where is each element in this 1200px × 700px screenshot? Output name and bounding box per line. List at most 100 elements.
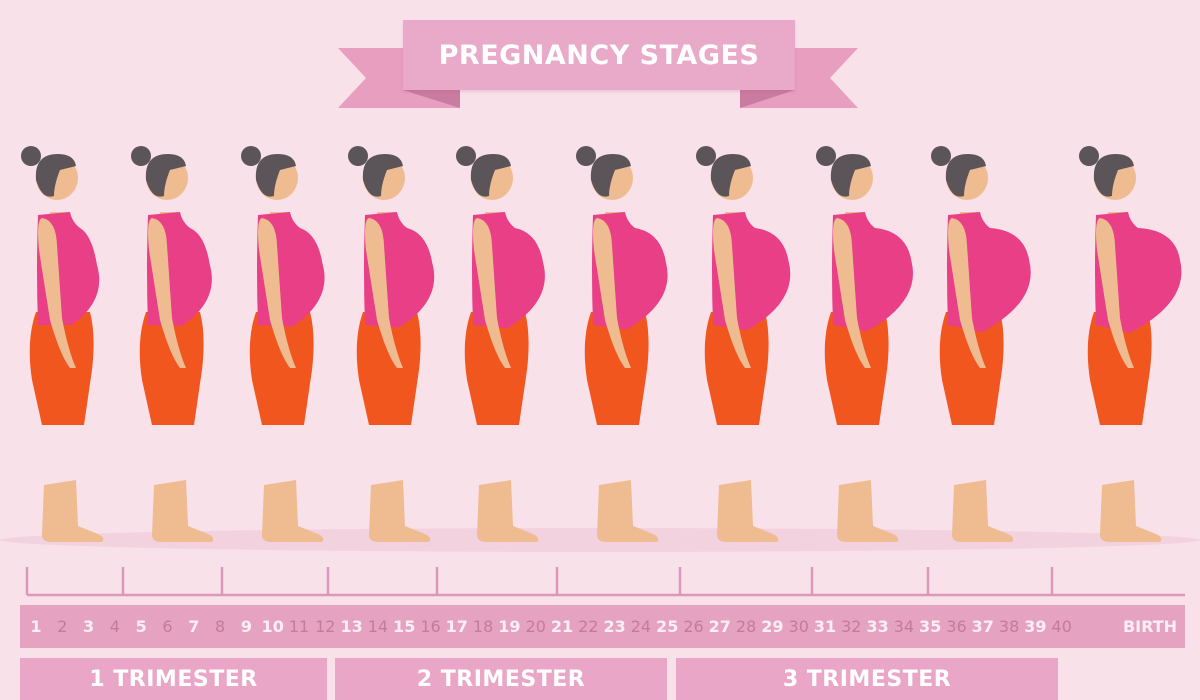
trimester-2: 2 TRIMESTER (335, 658, 667, 700)
week-27: 27 (708, 617, 731, 636)
timeline-ruler (25, 567, 1185, 597)
shorts (704, 312, 769, 425)
pregnant-woman-figure (241, 146, 325, 542)
week-9: 9 (240, 617, 252, 636)
page-title: PREGNANCY STAGES (403, 20, 795, 90)
hair-bun (816, 146, 836, 166)
week-3: 3 (83, 617, 95, 636)
week-15: 15 (393, 617, 416, 636)
hair-bun (456, 146, 476, 166)
week-2: 2 (57, 617, 68, 636)
hair (945, 154, 986, 197)
hair-bun (696, 146, 716, 166)
legs (369, 480, 431, 542)
week-23: 23 (603, 617, 626, 636)
shorts (29, 312, 94, 425)
shorts (464, 312, 529, 425)
hair (710, 154, 751, 197)
birth-label: BIRTH (1122, 617, 1178, 636)
shorts (584, 312, 649, 425)
week-39: 39 (1024, 617, 1047, 636)
hair-bun (241, 146, 261, 166)
arm (713, 218, 751, 368)
hair (255, 154, 296, 197)
week-1: 1 (30, 617, 42, 636)
legs (717, 480, 779, 542)
week-7: 7 (188, 617, 200, 636)
pregnant-woman-figure (816, 146, 913, 542)
week-37: 37 (971, 617, 994, 636)
legs (952, 480, 1014, 542)
shorts (824, 312, 889, 425)
week-6: 6 (162, 617, 173, 636)
hair (1093, 154, 1134, 197)
week-20: 20 (525, 617, 546, 636)
week-36: 36 (946, 617, 967, 636)
hair-bun (931, 146, 951, 166)
pregnant-woman-figure (21, 146, 104, 542)
arm (473, 218, 511, 368)
week-28: 28 (735, 617, 757, 636)
week-12: 12 (315, 617, 336, 636)
hair (470, 154, 511, 197)
arm (258, 218, 296, 368)
week-bar: BIRTH 1 2 3 4 5 6 7 8 9 10 11 12 13 14 15 16 17 18 19 20 21 2… (20, 605, 1185, 648)
week-13: 13 (340, 617, 363, 636)
week-4: 4 (109, 617, 120, 636)
arm (148, 218, 186, 368)
shorts (939, 312, 1004, 425)
shorts (139, 312, 204, 425)
pregnant-woman-figure (931, 146, 1031, 542)
ribbon-fold-right (740, 90, 795, 108)
hair-bun (1079, 146, 1099, 166)
week-29: 29 (761, 617, 784, 636)
pregnant-woman-figure (456, 146, 545, 542)
legs (1100, 480, 1162, 542)
week-22: 22 (578, 617, 599, 636)
week-25: 25 (656, 617, 679, 636)
week-21: 21 (550, 617, 574, 636)
pregnant-woman-figure (696, 146, 791, 542)
shorts (356, 312, 421, 425)
week-38: 38 (998, 617, 1020, 636)
arm (1096, 218, 1134, 368)
week-30: 30 (788, 617, 809, 636)
pregnant-woman-figure (348, 146, 435, 542)
hair (362, 154, 403, 197)
hair (145, 154, 186, 197)
hair-bun (348, 146, 368, 166)
hair-bun (131, 146, 151, 166)
week-32: 32 (841, 617, 862, 636)
week-16: 16 (420, 617, 441, 636)
week-31: 31 (813, 617, 837, 636)
arm (38, 218, 76, 368)
legs (152, 480, 214, 542)
legs (262, 480, 324, 542)
arm (593, 218, 631, 368)
week-26: 26 (683, 617, 704, 636)
legs (837, 480, 899, 542)
week-17: 17 (445, 617, 468, 636)
week-10: 10 (261, 617, 284, 636)
week-8: 8 (215, 617, 226, 636)
week-19: 19 (498, 617, 521, 636)
week-34: 34 (893, 617, 915, 636)
week-11: 11 (288, 617, 310, 636)
hair (35, 154, 76, 197)
legs (477, 480, 539, 542)
pregnant-woman-figure (576, 146, 668, 542)
pregnant-woman-figure (1079, 146, 1182, 542)
pregnant-woman-figure (131, 146, 214, 542)
legs (42, 480, 104, 542)
hair (830, 154, 871, 197)
ribbon-fold-left (403, 90, 460, 108)
week-5: 5 (135, 617, 147, 636)
arm (833, 218, 871, 368)
week-35: 35 (919, 617, 942, 636)
hair-bun (576, 146, 596, 166)
figures (21, 146, 1182, 542)
hair-bun (21, 146, 41, 166)
arm (948, 218, 986, 368)
week-14: 14 (367, 617, 389, 636)
shorts (1087, 312, 1152, 425)
